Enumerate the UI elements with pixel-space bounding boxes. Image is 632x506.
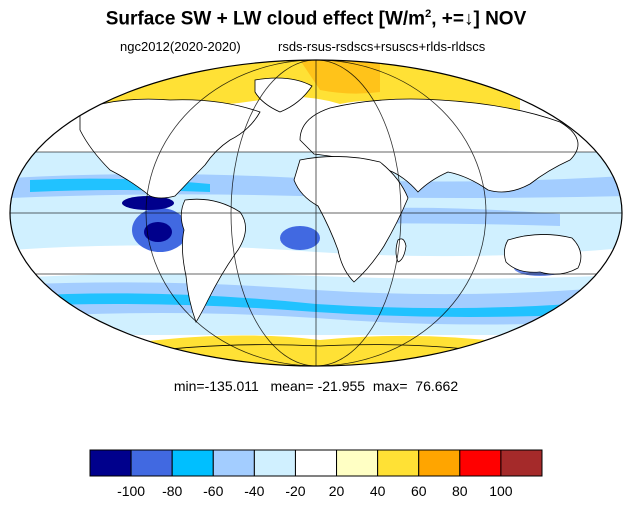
peru-stratocumulus-core xyxy=(144,222,172,242)
colorbar-swatch xyxy=(89,449,132,477)
north-america xyxy=(79,98,261,199)
mollweide-map xyxy=(9,59,623,367)
colorbar: -100 -80 -60 -40 -20 20 40 60 80 100 xyxy=(89,449,543,499)
min-value: -135.011 xyxy=(204,378,259,394)
subtitle-expression: rsds-rsus-rsdscs+rsuscs+rlds-rldscs xyxy=(278,39,486,54)
max-label: max= xyxy=(372,378,408,394)
map-border xyxy=(9,59,623,367)
graticule xyxy=(10,60,622,366)
colorbar-tick-label: -100 xyxy=(117,483,145,499)
africa xyxy=(293,156,409,283)
min-label: min= xyxy=(173,378,205,394)
colorbar-swatch xyxy=(294,449,338,477)
colorbar-tick-label: 100 xyxy=(489,483,513,499)
colorbar-swatch xyxy=(212,449,255,477)
colorbar-tick-label: 80 xyxy=(452,483,468,499)
colorbar-swatch xyxy=(459,449,502,477)
statistics-line: min=-135.011 mean= -21.955 max= 76.662 xyxy=(0,378,632,394)
colorbar-tick-label: 60 xyxy=(411,483,427,499)
mean-label: mean= xyxy=(270,378,314,394)
colorbar-swatch xyxy=(130,449,173,477)
colorbar-tick-label: 40 xyxy=(370,483,386,499)
namibia-stratocumulus xyxy=(280,226,320,250)
panama-core xyxy=(122,196,174,210)
title-main: Surface SW + LW cloud effect [W/m xyxy=(105,8,426,30)
colorbar-tick-label: -40 xyxy=(244,483,264,499)
max-value: 76.662 xyxy=(415,378,459,394)
colorbar-swatch xyxy=(418,449,461,477)
south-america xyxy=(180,198,246,323)
southern-subtropical-band xyxy=(10,245,622,279)
colorbar-swatch xyxy=(336,449,379,477)
colorbar-tick-label: -80 xyxy=(162,483,182,499)
arctic-peak xyxy=(300,60,380,94)
subtitle-case: ngc2012(2020-2020) xyxy=(120,39,241,54)
colorbar-swatch xyxy=(500,449,543,477)
southern-ocean-core xyxy=(20,293,620,317)
colorbar-tick-label: -60 xyxy=(203,483,223,499)
madagascar xyxy=(395,238,407,263)
colorbar-swatch xyxy=(253,449,296,477)
colorbar-swatch xyxy=(377,449,420,477)
plot-title: Surface SW + LW cloud effect [W/m2, +=↓]… xyxy=(0,8,632,30)
australia xyxy=(504,234,582,275)
mean-value: -21.955 xyxy=(317,378,366,394)
colorbar-swatch xyxy=(171,449,214,477)
title-suffix: , +=↓] NOV xyxy=(431,8,527,30)
greenland xyxy=(254,77,313,113)
title-superscript: 2 xyxy=(425,8,432,20)
colorbar-tick-label: 20 xyxy=(329,483,345,499)
colorbar-tick-label: -20 xyxy=(285,483,305,499)
